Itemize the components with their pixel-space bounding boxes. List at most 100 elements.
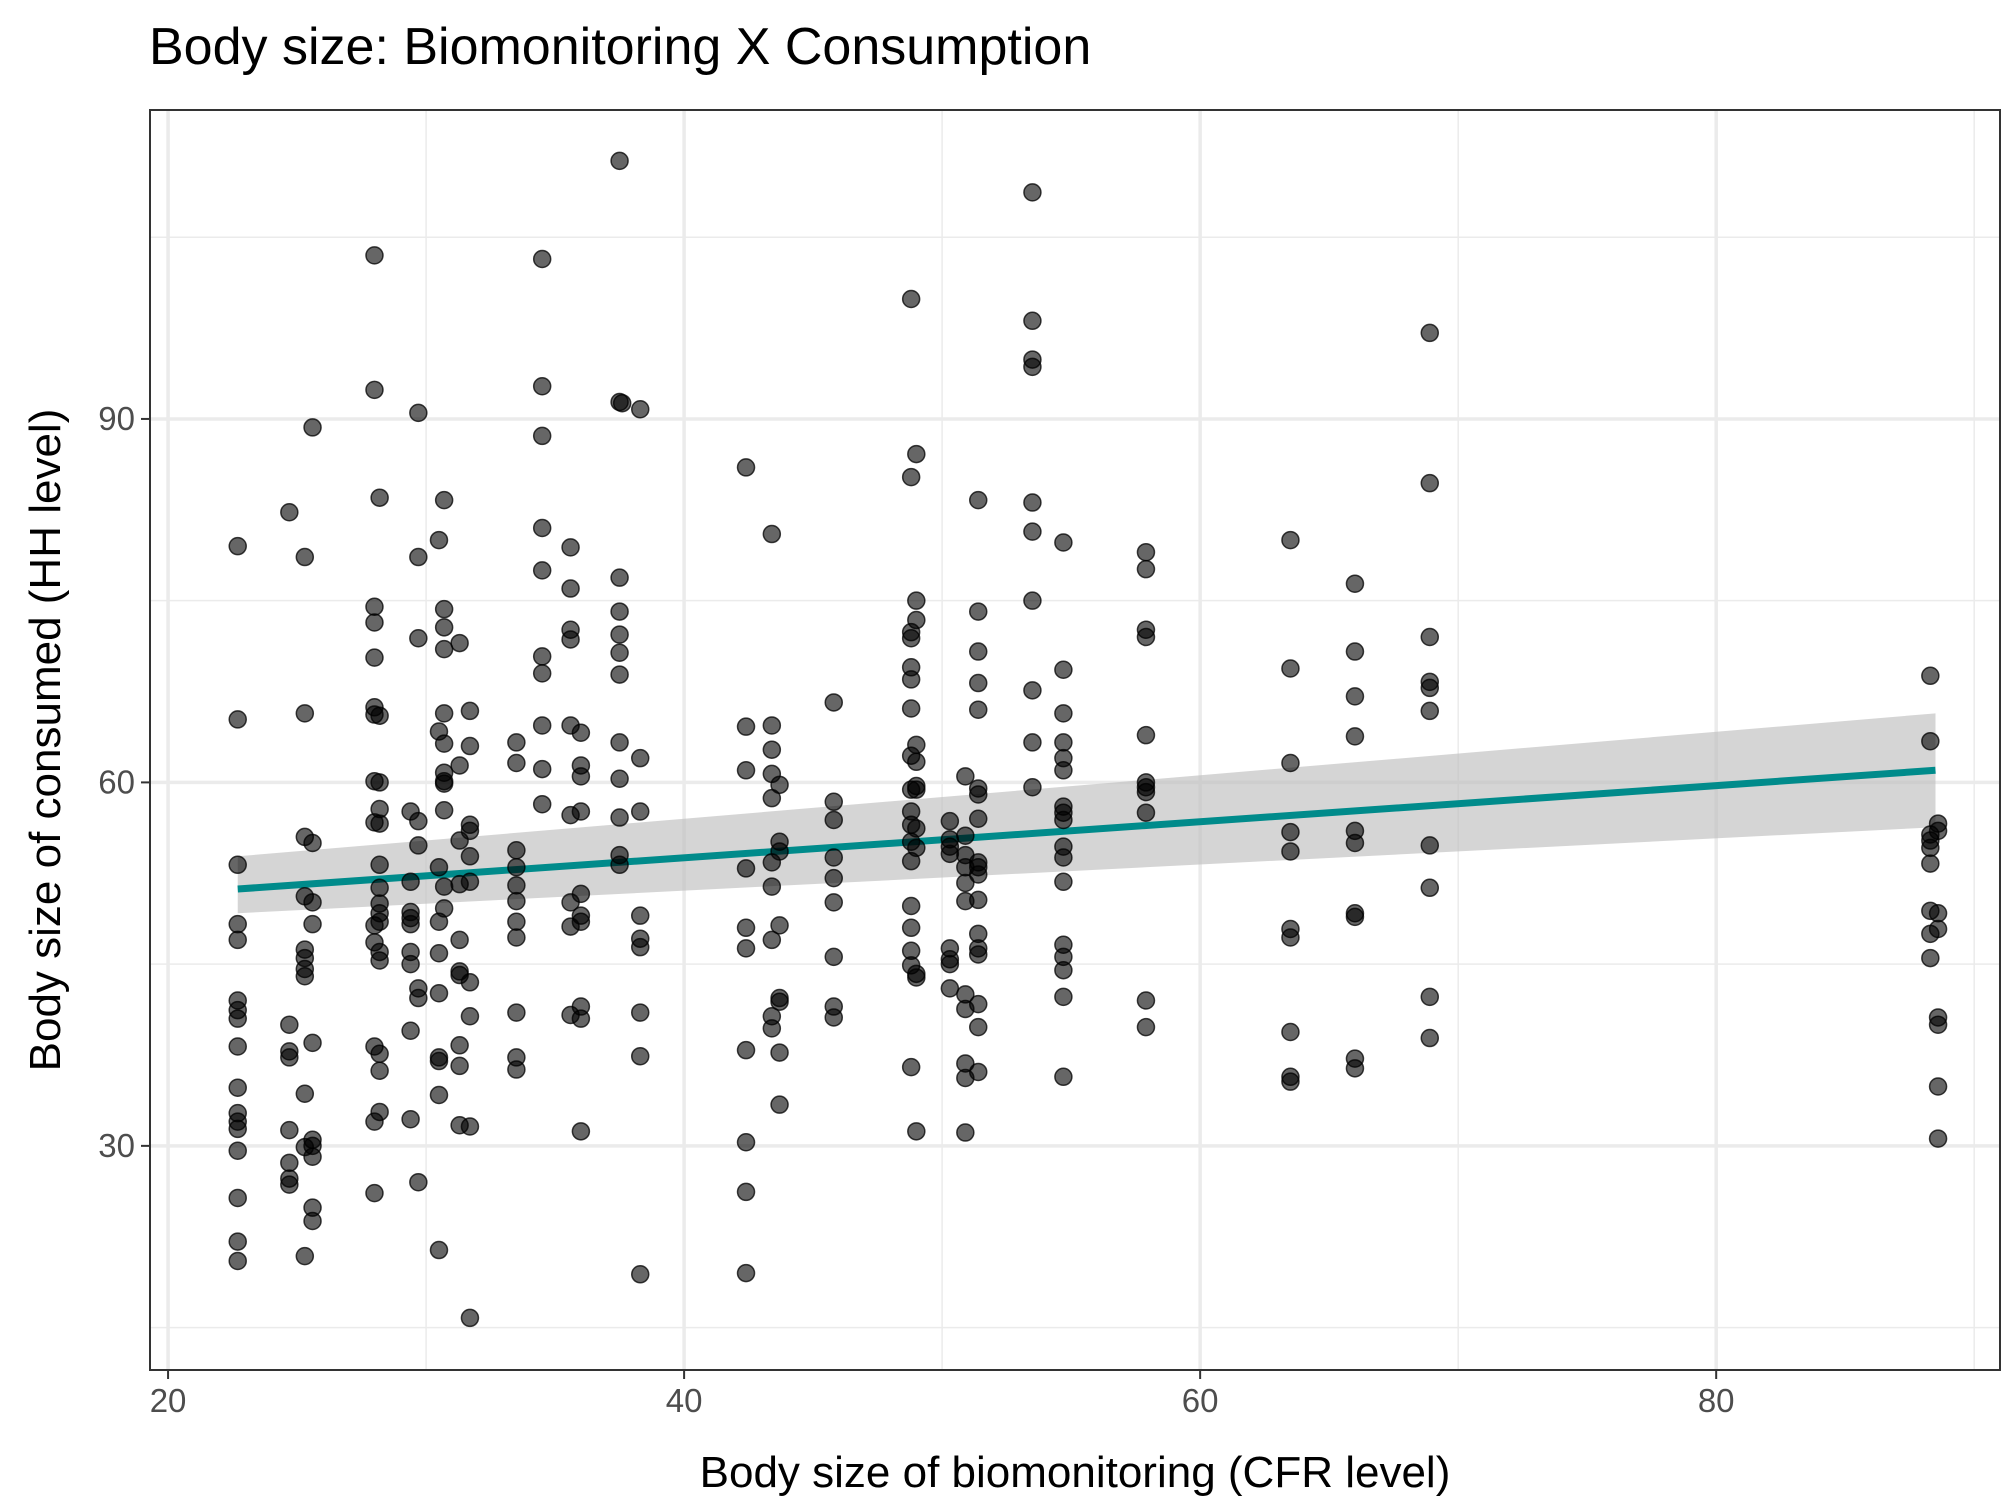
data-point: [824, 893, 844, 912]
data-point: [228, 1251, 247, 1271]
data-point: [228, 536, 247, 556]
data-point: [736, 458, 756, 477]
data-point: [907, 838, 926, 858]
data-point: [1345, 574, 1365, 593]
data-point: [1420, 627, 1440, 647]
data-point: [907, 752, 926, 772]
data-point: [901, 896, 921, 916]
data-point: [532, 664, 552, 683]
data-point: [610, 733, 629, 752]
data-point: [968, 809, 988, 828]
data-point: [1420, 836, 1440, 855]
data-point: [1345, 1059, 1365, 1078]
x-tick-label: 80: [1698, 1382, 1735, 1419]
data-point: [434, 734, 454, 753]
data-point: [370, 814, 389, 833]
data-point: [1928, 1077, 1948, 1096]
data-point: [1054, 960, 1073, 980]
data-point: [968, 865, 988, 884]
data-point: [228, 710, 247, 729]
data-point: [824, 1008, 844, 1027]
data-point: [1420, 473, 1440, 493]
x-tick-label: 60: [1182, 1382, 1219, 1419]
data-point: [409, 836, 428, 855]
data-point: [630, 1003, 650, 1022]
data-point: [630, 906, 650, 925]
data-point: [630, 748, 650, 768]
data-point: [824, 693, 844, 712]
data-point: [940, 979, 960, 998]
data-point: [1420, 678, 1440, 698]
data-point: [1281, 842, 1300, 861]
data-point: [1420, 878, 1440, 898]
data-point: [907, 1122, 926, 1141]
data-point: [303, 833, 322, 853]
data-point: [762, 524, 782, 544]
data-point: [228, 930, 247, 950]
data-point: [736, 1132, 756, 1152]
data-point: [1023, 493, 1042, 512]
data-point: [460, 1006, 480, 1026]
data-point: [280, 1120, 299, 1140]
data-point: [968, 785, 988, 804]
y-axis-ticks: 30 60 90: [98, 400, 150, 1164]
data-point: [365, 648, 384, 667]
data-point: [770, 842, 789, 861]
data-point: [532, 376, 552, 396]
data-point: [610, 568, 629, 587]
data-point: [280, 1048, 299, 1067]
data-point: [401, 954, 420, 974]
data-point: [303, 1147, 322, 1167]
data-point: [507, 876, 526, 895]
data-point: [630, 1046, 650, 1066]
data-point: [907, 591, 926, 610]
data-point: [434, 618, 454, 637]
data-point: [610, 769, 629, 789]
data-point: [460, 821, 480, 841]
x-tick-label: 20: [150, 1382, 187, 1419]
data-point: [1023, 357, 1042, 377]
data-point: [370, 706, 389, 726]
data-point: [968, 490, 988, 510]
data-point: [770, 1095, 789, 1114]
data-point: [228, 855, 247, 875]
data-point: [770, 775, 789, 795]
data-point: [968, 994, 988, 1014]
data-point: [450, 633, 469, 653]
data-point: [736, 939, 756, 958]
data-point: [901, 289, 921, 309]
y-axis-title: Body size of consumed (HH level): [21, 409, 70, 1072]
data-point: [1054, 761, 1073, 780]
data-point: [370, 855, 389, 875]
data-point: [571, 767, 591, 786]
data-point: [401, 872, 420, 891]
data-point: [434, 704, 454, 723]
x-axis-ticks: 20 40 60 80: [150, 1370, 1735, 1419]
data-point: [630, 400, 650, 419]
data-point: [434, 639, 454, 659]
data-point: [736, 1182, 756, 1202]
data-point: [1136, 1017, 1156, 1037]
data-point: [532, 759, 552, 779]
data-point: [532, 561, 552, 580]
data-point: [1054, 872, 1073, 891]
data-point: [434, 801, 454, 820]
data-point: [1023, 681, 1042, 700]
data-point: [228, 1009, 247, 1028]
data-point: [968, 673, 988, 693]
data-point: [1136, 542, 1156, 562]
data-point: [450, 1056, 469, 1076]
data-point: [460, 736, 480, 756]
data-point: [228, 1141, 247, 1160]
data-point: [736, 859, 756, 878]
data-point: [409, 988, 428, 1008]
data-point: [1345, 727, 1365, 746]
data-point: [907, 610, 926, 630]
data-point: [770, 992, 789, 1011]
data-point: [1281, 659, 1300, 678]
data-point: [1281, 928, 1300, 947]
data-point: [571, 1009, 591, 1028]
data-point: [630, 1265, 650, 1284]
data-point: [610, 151, 629, 171]
